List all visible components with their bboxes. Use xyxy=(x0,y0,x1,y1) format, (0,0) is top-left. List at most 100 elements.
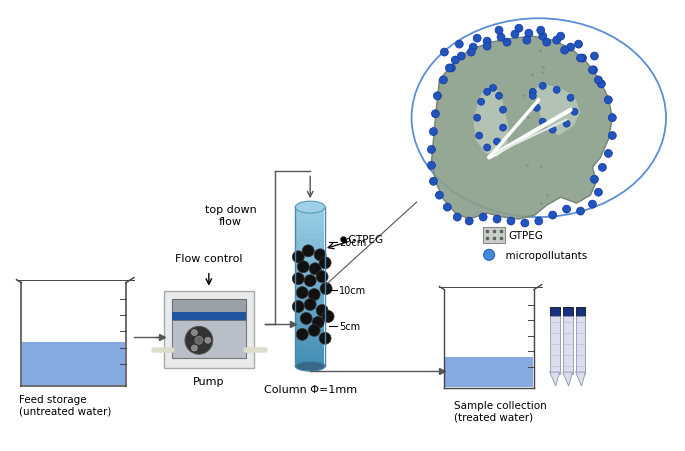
Bar xyxy=(550,317,560,374)
Bar xyxy=(297,213,324,219)
Circle shape xyxy=(567,95,574,102)
Circle shape xyxy=(320,283,332,295)
Bar xyxy=(562,308,573,317)
Circle shape xyxy=(539,33,547,41)
Bar xyxy=(297,361,324,367)
Circle shape xyxy=(469,44,477,52)
Bar xyxy=(297,356,324,362)
Circle shape xyxy=(499,107,506,114)
Circle shape xyxy=(484,145,490,152)
Bar xyxy=(297,239,324,245)
Circle shape xyxy=(308,289,320,301)
Circle shape xyxy=(292,251,304,263)
FancyBboxPatch shape xyxy=(164,291,253,368)
Bar xyxy=(562,317,573,374)
Circle shape xyxy=(557,33,564,41)
Circle shape xyxy=(453,214,461,221)
Circle shape xyxy=(539,119,546,126)
Text: Flow control: Flow control xyxy=(175,253,242,263)
Circle shape xyxy=(590,67,597,75)
Circle shape xyxy=(562,206,571,214)
Bar xyxy=(297,224,324,229)
Circle shape xyxy=(490,85,497,92)
Circle shape xyxy=(477,99,484,106)
Circle shape xyxy=(608,132,616,140)
Bar xyxy=(297,329,324,335)
Circle shape xyxy=(475,133,483,140)
Bar xyxy=(172,299,246,321)
Circle shape xyxy=(549,212,557,220)
Circle shape xyxy=(521,220,529,227)
Circle shape xyxy=(297,261,309,273)
Circle shape xyxy=(458,53,465,61)
Circle shape xyxy=(590,53,599,61)
Circle shape xyxy=(523,37,531,45)
Circle shape xyxy=(316,305,328,317)
Circle shape xyxy=(503,39,511,47)
Circle shape xyxy=(577,55,584,63)
Circle shape xyxy=(507,217,515,226)
Bar xyxy=(297,335,324,341)
Circle shape xyxy=(292,301,304,313)
Bar xyxy=(297,303,324,308)
Circle shape xyxy=(484,89,490,96)
Circle shape xyxy=(319,332,331,345)
Circle shape xyxy=(599,164,606,172)
Circle shape xyxy=(447,65,456,73)
Bar xyxy=(297,207,324,213)
Text: Feed storage
(untreated water): Feed storage (untreated water) xyxy=(19,394,112,416)
Circle shape xyxy=(300,313,312,325)
Bar xyxy=(297,234,324,240)
Ellipse shape xyxy=(295,202,325,214)
Bar xyxy=(297,340,324,345)
Circle shape xyxy=(553,87,560,94)
Bar xyxy=(297,313,324,319)
Circle shape xyxy=(566,44,575,52)
Circle shape xyxy=(494,139,501,146)
Circle shape xyxy=(539,83,546,90)
Circle shape xyxy=(456,41,463,49)
Circle shape xyxy=(575,41,582,49)
Circle shape xyxy=(590,176,599,184)
Circle shape xyxy=(429,178,438,186)
Text: Pump: Pump xyxy=(193,376,225,386)
Circle shape xyxy=(185,327,213,354)
Circle shape xyxy=(493,216,501,224)
Bar xyxy=(297,287,324,293)
Circle shape xyxy=(445,65,453,73)
Circle shape xyxy=(316,271,328,283)
Text: micropollutants: micropollutants xyxy=(499,250,587,260)
Circle shape xyxy=(319,257,331,269)
Bar xyxy=(483,227,505,244)
Circle shape xyxy=(322,311,334,322)
Circle shape xyxy=(312,317,324,329)
Ellipse shape xyxy=(295,361,325,371)
Circle shape xyxy=(440,49,449,57)
Bar xyxy=(297,324,324,330)
Bar xyxy=(297,276,324,282)
Bar xyxy=(297,319,324,325)
Circle shape xyxy=(604,150,612,158)
Circle shape xyxy=(535,217,543,226)
Circle shape xyxy=(588,67,597,75)
Bar xyxy=(297,218,324,224)
Bar xyxy=(575,317,586,374)
Circle shape xyxy=(451,57,459,65)
Bar xyxy=(297,345,324,351)
Text: Sample collection
(treated water): Sample collection (treated water) xyxy=(454,400,547,422)
Bar xyxy=(297,250,324,256)
Circle shape xyxy=(195,336,203,345)
Polygon shape xyxy=(473,87,509,158)
Circle shape xyxy=(304,299,316,311)
Circle shape xyxy=(530,93,536,100)
Bar xyxy=(575,308,586,317)
Circle shape xyxy=(495,93,503,100)
Text: 20cm: 20cm xyxy=(339,238,366,248)
Bar xyxy=(297,245,324,250)
Circle shape xyxy=(595,77,602,85)
Circle shape xyxy=(429,129,438,136)
Circle shape xyxy=(553,37,560,45)
Bar xyxy=(297,266,324,272)
Bar xyxy=(297,292,324,298)
Circle shape xyxy=(588,201,597,209)
